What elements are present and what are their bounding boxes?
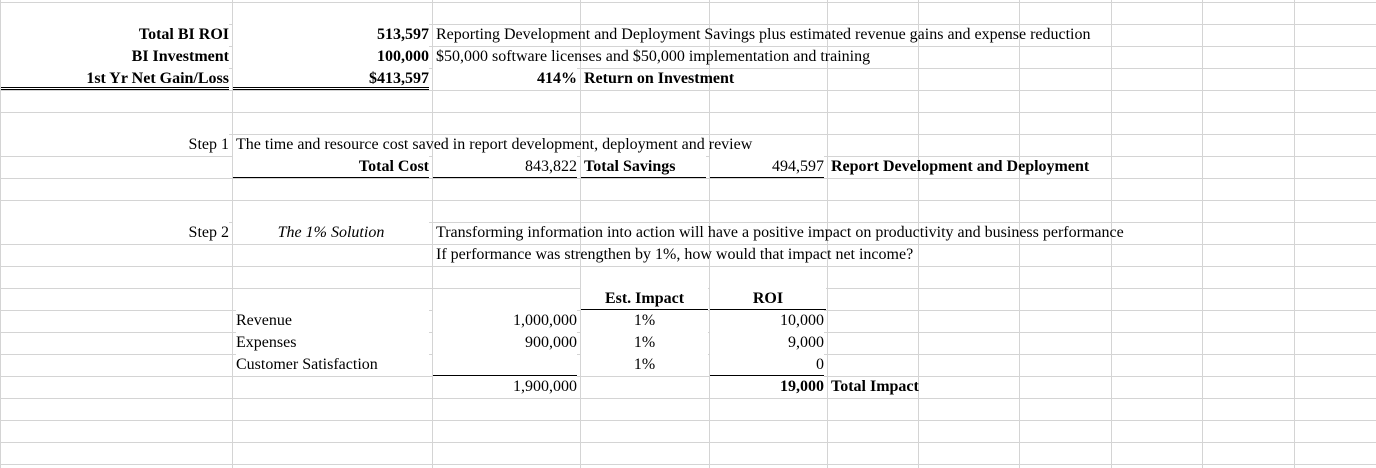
row-customer-satisfaction-amount[interactable] bbox=[433, 354, 577, 376]
net-gain-value[interactable]: $413,597 bbox=[233, 68, 429, 90]
step2-title[interactable]: The 1% Solution bbox=[233, 222, 429, 244]
total-bi-roi-label[interactable]: Total BI ROI bbox=[1, 24, 229, 46]
step1-total-savings-text: Total Savings bbox=[584, 158, 676, 175]
step1-label[interactable]: Step 1 bbox=[1, 134, 229, 156]
step1-total-savings-label[interactable]: Total Savings bbox=[581, 156, 706, 178]
total-amount[interactable]: 1,900,000 bbox=[433, 376, 577, 398]
step1-total-savings-value[interactable]: 494,597 bbox=[710, 156, 824, 178]
header-roi[interactable]: ROI bbox=[710, 288, 826, 310]
row-expenses-impact[interactable]: 1% bbox=[581, 332, 708, 354]
total-bi-roi-value[interactable]: 513,597 bbox=[233, 24, 429, 46]
row-customer-satisfaction-impact[interactable]: 1% bbox=[581, 354, 708, 376]
row-customer-satisfaction-name[interactable]: Customer Satisfaction bbox=[236, 354, 429, 376]
step1-result-label[interactable]: Report Development and Deployment bbox=[831, 158, 1090, 175]
total-bi-roi-note[interactable]: Reporting Development and Deployment Sav… bbox=[436, 26, 1091, 43]
step1-description[interactable]: The time and resource cost saved in repo… bbox=[236, 136, 753, 153]
roi-percent[interactable]: 414% bbox=[433, 68, 577, 90]
row-revenue-impact[interactable]: 1% bbox=[581, 310, 708, 332]
step1-total-cost-value[interactable]: 843,822 bbox=[433, 156, 577, 178]
bi-investment-value[interactable]: 100,000 bbox=[233, 46, 429, 68]
bi-investment-note[interactable]: $50,000 software licenses and $50,000 im… bbox=[436, 48, 871, 65]
row-revenue-name[interactable]: Revenue bbox=[236, 310, 429, 332]
total-impact-label[interactable]: Total Impact bbox=[831, 378, 919, 395]
step2-line1[interactable]: Transforming information into action wil… bbox=[436, 224, 1124, 241]
roi-note[interactable]: Return on Investment bbox=[584, 70, 735, 87]
row-expenses-name[interactable]: Expenses bbox=[236, 332, 429, 354]
bi-investment-label[interactable]: BI Investment bbox=[1, 46, 229, 68]
row-expenses-amount[interactable]: 900,000 bbox=[433, 332, 577, 354]
row-revenue-amount[interactable]: 1,000,000 bbox=[433, 310, 577, 332]
total-roi[interactable]: 19,000 bbox=[710, 376, 824, 398]
step2-line2[interactable]: If performance was strengthen by 1%, how… bbox=[436, 246, 914, 263]
step1-total-cost-label[interactable]: Total Cost bbox=[233, 156, 429, 178]
row-revenue-roi[interactable]: 10,000 bbox=[710, 310, 824, 332]
header-est-impact[interactable]: Est. Impact bbox=[581, 288, 708, 310]
net-gain-label[interactable]: 1st Yr Net Gain/Loss bbox=[1, 68, 229, 90]
step2-label[interactable]: Step 2 bbox=[1, 222, 229, 244]
row-customer-satisfaction-roi[interactable]: 0 bbox=[710, 354, 824, 376]
row-expenses-roi[interactable]: 9,000 bbox=[710, 332, 824, 354]
